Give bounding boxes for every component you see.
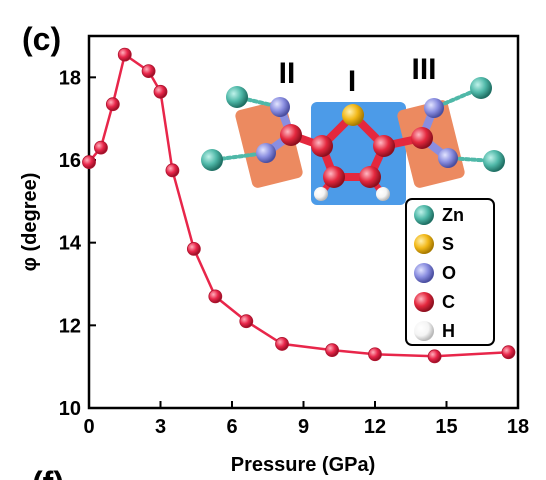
atom-zn xyxy=(483,150,505,172)
legend-marker-s xyxy=(414,234,434,254)
atom-c xyxy=(311,135,333,157)
atom-h xyxy=(376,187,390,201)
region-label-III: III xyxy=(411,53,436,86)
atom-c xyxy=(280,124,302,146)
atom-c xyxy=(359,166,381,188)
y-tick-label: 18 xyxy=(59,67,81,89)
data-point xyxy=(141,64,156,79)
y-tick-label: 16 xyxy=(59,150,81,172)
legend-label-h: H xyxy=(442,321,455,341)
region-label-II: II xyxy=(279,57,296,90)
data-point xyxy=(239,314,254,329)
data-point xyxy=(94,140,108,155)
atom-o xyxy=(424,98,444,118)
x-tick-label: 9 xyxy=(298,416,309,438)
panel-label: (c) xyxy=(22,21,61,57)
y-axis-title: φ (degree) xyxy=(19,173,41,272)
x-tick-label: 0 xyxy=(83,416,94,438)
data-point xyxy=(153,84,168,99)
legend-marker-o xyxy=(414,263,434,283)
atom-c xyxy=(411,127,433,149)
next-panel-label: (f) xyxy=(32,465,64,480)
x-tick-label: 12 xyxy=(364,416,386,438)
data-point xyxy=(82,155,96,169)
x-tick-label: 3 xyxy=(155,416,166,438)
legend-marker-c xyxy=(414,292,434,312)
legend-marker-zn xyxy=(414,205,434,225)
x-axis-title: Pressure (GPa) xyxy=(231,454,376,476)
legend-marker-h xyxy=(414,321,434,341)
atom-o xyxy=(256,143,276,163)
atom-zn xyxy=(201,149,223,171)
atom-o xyxy=(438,148,458,168)
region-label-I: I xyxy=(348,65,356,98)
data-point xyxy=(165,163,180,178)
data-point xyxy=(427,349,442,364)
atom-h xyxy=(314,187,328,201)
x-tick-label: 15 xyxy=(435,416,457,438)
data-point xyxy=(208,289,223,304)
atom-zn xyxy=(470,77,492,99)
data-point xyxy=(325,343,340,358)
y-tick-label: 12 xyxy=(59,315,81,337)
y-tick-label: 10 xyxy=(59,398,81,420)
legend-label-o: O xyxy=(442,263,456,283)
data-point xyxy=(368,347,382,362)
x-tick-label: 6 xyxy=(226,416,237,438)
data-point xyxy=(117,47,132,62)
atom-c xyxy=(323,166,345,188)
molecule-inset: II I III xyxy=(201,53,505,205)
data-point xyxy=(105,97,120,112)
y-tick-label: 14 xyxy=(59,233,82,255)
data-point xyxy=(275,337,289,351)
atom-zn xyxy=(226,86,248,108)
legend-label-zn: Zn xyxy=(442,205,464,225)
legend-label-s: S xyxy=(442,234,454,254)
data-point xyxy=(501,345,516,360)
x-tick-label: 18 xyxy=(507,416,529,438)
atom-c xyxy=(373,135,395,157)
atom-s xyxy=(342,104,364,126)
atom-o xyxy=(270,97,290,117)
legend-label-c: C xyxy=(442,292,455,312)
data-series xyxy=(82,47,516,364)
data-point xyxy=(186,241,201,256)
